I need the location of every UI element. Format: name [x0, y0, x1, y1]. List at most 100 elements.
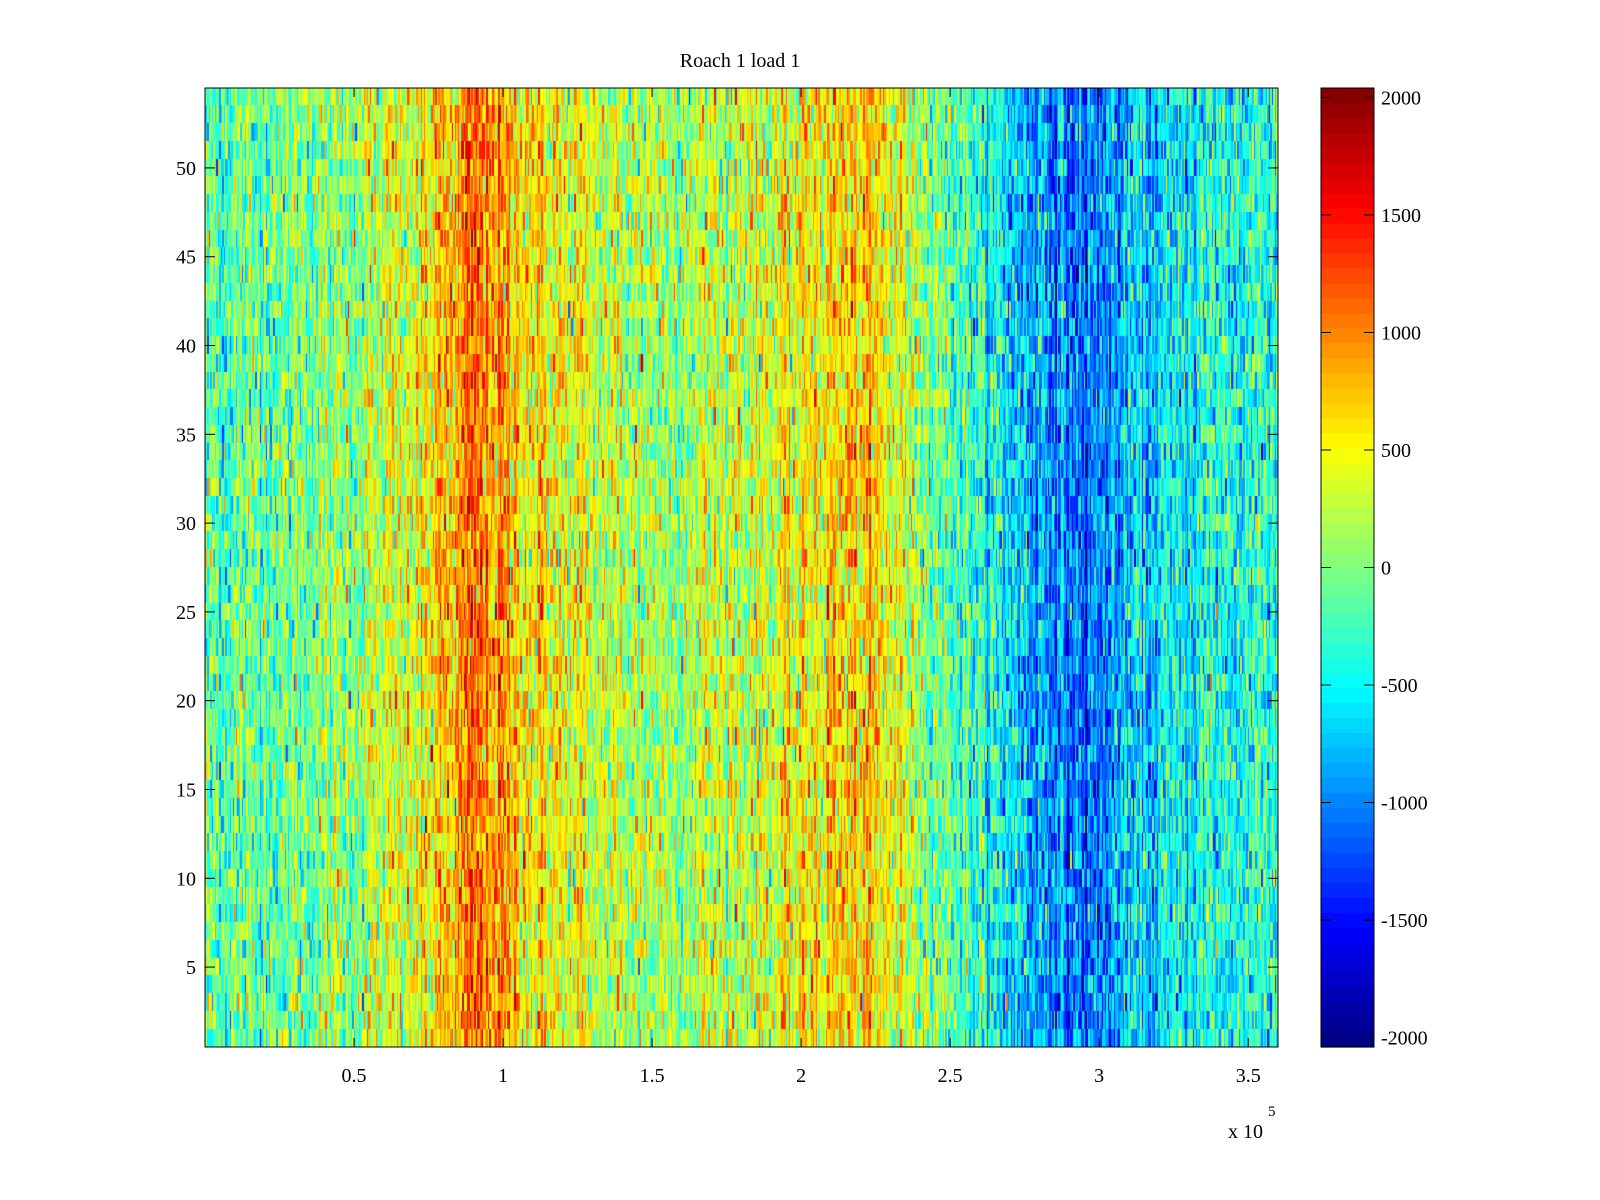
- y-tick-label: 20: [176, 691, 196, 713]
- colorbar-swatch: [1321, 867, 1374, 883]
- colorbar-swatch: [1321, 912, 1374, 928]
- x-exponent-label: x 10: [1228, 1121, 1263, 1143]
- x-tick-label: 3.5: [1236, 1065, 1261, 1087]
- colorbar-swatch: [1321, 792, 1374, 808]
- colorbar-swatch: [1321, 882, 1374, 898]
- colorbar-swatch: [1321, 282, 1374, 299]
- y-tick-label: 25: [176, 602, 196, 624]
- x-exponent: 5: [1268, 1104, 1276, 1120]
- colorbar-swatch: [1321, 1002, 1374, 1018]
- colorbar-swatch: [1321, 492, 1374, 509]
- y-tick-label: 15: [176, 779, 196, 801]
- colorbar-swatch: [1321, 747, 1374, 763]
- colorbar-swatch: [1321, 162, 1374, 179]
- colorbar-swatch: [1321, 507, 1374, 524]
- y-tick-label: 45: [176, 247, 196, 269]
- colorbar-swatch: [1321, 642, 1374, 659]
- x-tick-label: 2.5: [938, 1065, 963, 1087]
- x-tick-label: 1: [498, 1065, 508, 1087]
- colorbar-swatch: [1321, 717, 1374, 733]
- colorbar-swatch: [1321, 297, 1374, 314]
- colorbar-swatch: [1321, 342, 1374, 359]
- x-axis: 0.5 1 1.5 2 2.5 3 3.5: [342, 88, 1261, 1087]
- colorbar-swatch: [1321, 102, 1374, 119]
- chart-title: Roach 1 load 1: [680, 50, 801, 72]
- x-tick-label: 2: [796, 1065, 806, 1087]
- colorbar-swatch: [1321, 567, 1374, 584]
- colorbar-swatch: [1321, 807, 1374, 823]
- y-tick-label: 10: [176, 868, 196, 890]
- colorbar-swatch: [1321, 402, 1374, 419]
- x-tick-label: 0.5: [342, 1065, 367, 1087]
- colorbar-tick-label: 1000: [1381, 322, 1421, 344]
- plot-frame: [204, 87, 1279, 1048]
- colorbar-tick-label: -500: [1381, 675, 1418, 697]
- colorbar-swatch: [1321, 462, 1374, 479]
- colorbar-swatch: [1321, 687, 1374, 703]
- colorbar-swatch: [1321, 237, 1374, 254]
- colorbar-swatch: [1321, 897, 1374, 913]
- colorbar-tick-label: -1500: [1381, 910, 1428, 932]
- colorbar-swatch: [1321, 702, 1374, 718]
- colorbar-ticks: 2000 1500 1000 500 0 -500 -1000 -1500 -2000: [1321, 87, 1428, 1050]
- colorbar-swatch: [1321, 822, 1374, 838]
- colorbar-swatch: [1321, 552, 1374, 569]
- x-tick-label: 1.5: [640, 1065, 665, 1087]
- colorbar-swatch: [1321, 192, 1374, 209]
- colorbar-swatch: [1321, 627, 1374, 644]
- colorbar-swatch: [1321, 132, 1374, 149]
- y-tick-label: 30: [176, 513, 196, 535]
- colorbar-swatch: [1321, 852, 1374, 868]
- colorbar-swatch: [1321, 522, 1374, 539]
- colorbar-swatch: [1321, 252, 1374, 269]
- colorbar-swatch: [1321, 357, 1374, 374]
- colorbar-swatch: [1321, 417, 1374, 434]
- colorbar-swatch: [1321, 957, 1374, 973]
- colorbar-swatch: [1321, 657, 1374, 673]
- heatmap-image: [205, 88, 1278, 1047]
- colorbar-swatch: [1321, 597, 1374, 614]
- colorbar-swatch: [1321, 1017, 1374, 1033]
- colorbar-swatch: [1321, 117, 1374, 134]
- colorbar-swatch: [1321, 312, 1374, 329]
- colorbar-swatch: [1321, 732, 1374, 748]
- colorbar-swatch: [1321, 447, 1374, 464]
- colorbar-swatch: [1321, 762, 1374, 778]
- colorbar-swatch: [1321, 207, 1374, 224]
- colorbar-swatch: [1321, 372, 1374, 389]
- colorbar-swatch: [1321, 927, 1374, 943]
- y-tick-label: 35: [176, 424, 196, 446]
- colorbar-swatch: [1321, 432, 1374, 449]
- colorbar-tick-label: 2000: [1381, 87, 1421, 109]
- colorbar-swatch: [1321, 972, 1374, 988]
- y-axis: 5 10 15 20 25 30 35 40 45 50: [176, 158, 1278, 979]
- colorbar-swatch: [1321, 537, 1374, 554]
- colorbar-swatch: [1321, 672, 1374, 688]
- colorbar-swatch: [1321, 327, 1374, 344]
- colorbar-swatch: [1321, 837, 1374, 853]
- y-tick-label: 40: [176, 336, 196, 358]
- colorbar-swatch: [1321, 88, 1374, 104]
- colorbar-tick-label: -2000: [1381, 1028, 1428, 1050]
- colorbar-tick-label: 1500: [1381, 205, 1421, 227]
- colorbar-swatch: [1321, 777, 1374, 793]
- colorbar-tick-label: -1000: [1381, 793, 1428, 815]
- colorbar-swatch: [1321, 177, 1374, 194]
- colorbar-swatch: [1321, 387, 1374, 404]
- colorbar: [1321, 88, 1374, 1048]
- colorbar-tick-label: 500: [1381, 440, 1411, 462]
- colorbar-swatch: [1321, 942, 1374, 958]
- colorbar-swatch: [1321, 582, 1374, 599]
- colorbar-swatch: [1321, 147, 1374, 164]
- colorbar-swatch: [1321, 477, 1374, 494]
- colorbar-swatch: [1321, 1032, 1374, 1048]
- colorbar-swatch: [1321, 612, 1374, 629]
- x-tick-label: 3: [1094, 1065, 1104, 1087]
- colorbar-swatch: [1321, 267, 1374, 284]
- y-tick-label: 5: [186, 957, 196, 979]
- colorbar-tick-label: 0: [1381, 558, 1391, 580]
- colorbar-swatch: [1321, 222, 1374, 239]
- y-tick-label: 50: [176, 158, 196, 180]
- colorbar-swatch: [1321, 987, 1374, 1003]
